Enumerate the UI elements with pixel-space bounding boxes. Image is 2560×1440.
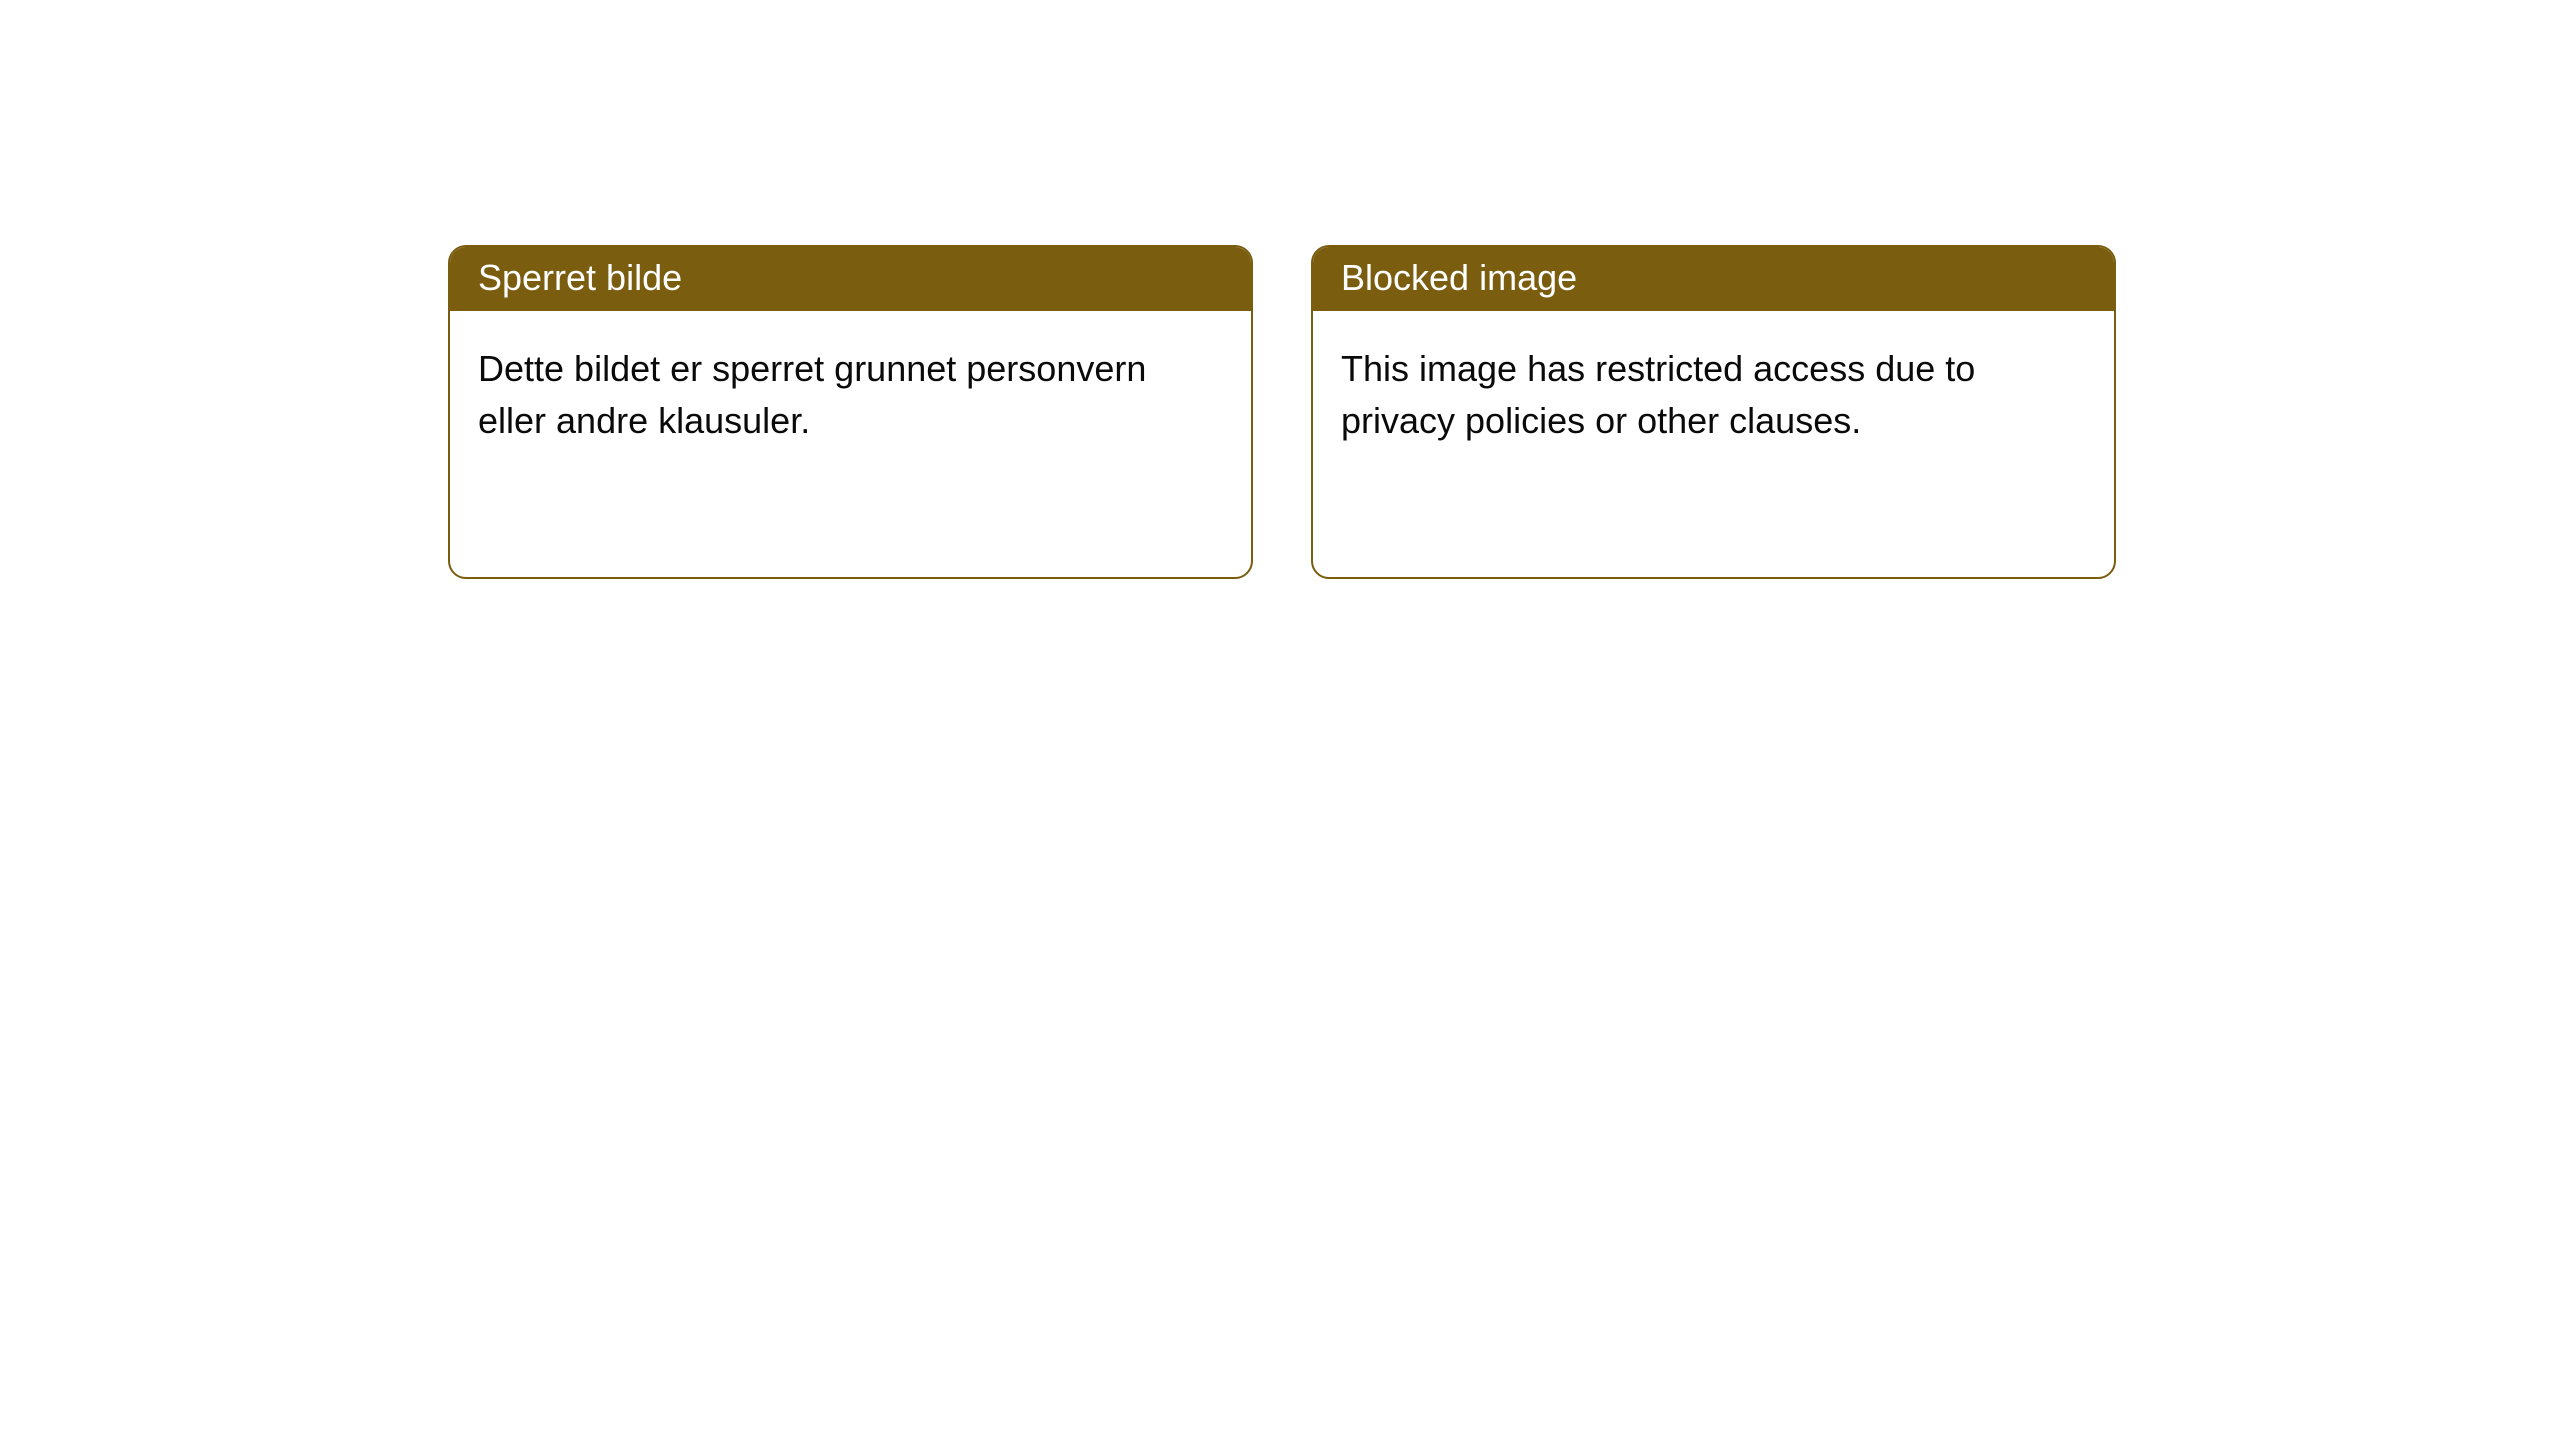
notice-title: Sperret bilde [450, 247, 1251, 311]
notice-body: Dette bildet er sperret grunnet personve… [450, 311, 1251, 479]
notice-card-english: Blocked image This image has restricted … [1311, 245, 2116, 579]
notice-title: Blocked image [1313, 247, 2114, 311]
notice-container: Sperret bilde Dette bildet er sperret gr… [0, 0, 2560, 579]
notice-body: This image has restricted access due to … [1313, 311, 2114, 479]
notice-card-norwegian: Sperret bilde Dette bildet er sperret gr… [448, 245, 1253, 579]
